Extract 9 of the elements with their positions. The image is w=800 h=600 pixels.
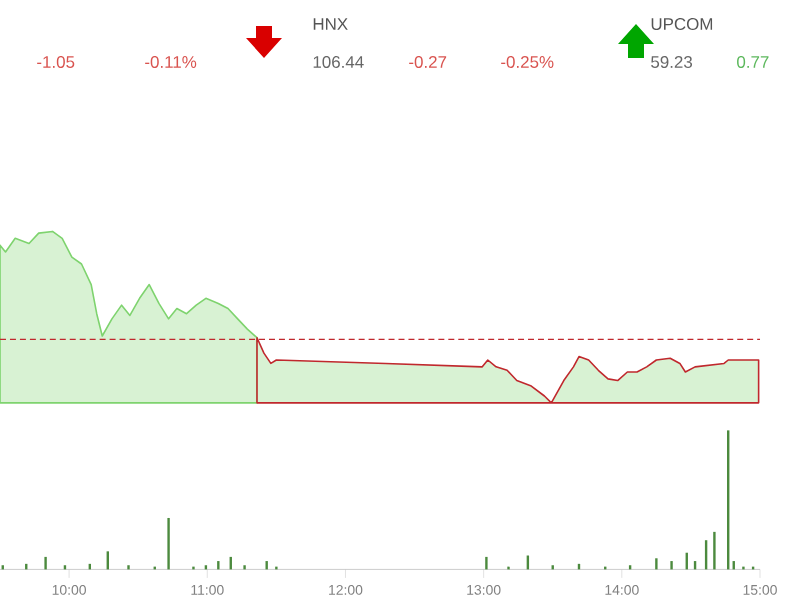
text: 59.23 — [651, 56, 693, 68]
text: -1.05 — [37, 56, 75, 68]
text: -0.25% — [501, 56, 554, 68]
text: -0.27 — [409, 56, 447, 68]
text: 0.77 — [737, 56, 769, 68]
text: HNX — [313, 18, 348, 30]
text: 106.44 — [313, 56, 364, 68]
text: -0.11% — [145, 56, 197, 68]
text: UPCOM — [651, 18, 713, 30]
